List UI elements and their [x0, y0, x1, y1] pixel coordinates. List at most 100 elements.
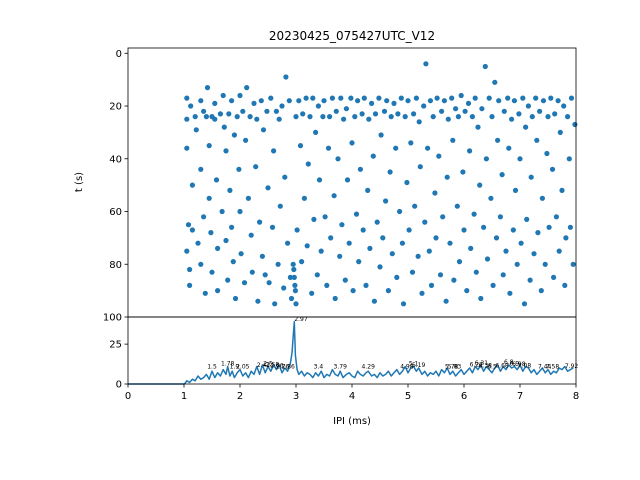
raster-point: [203, 114, 209, 120]
histogram-series-line: [128, 321, 574, 385]
peak-label: 1.9: [230, 364, 240, 371]
raster-point: [254, 116, 260, 122]
raster-point: [309, 290, 315, 296]
raster-point: [565, 114, 571, 120]
raster-point: [187, 282, 193, 288]
raster-point: [350, 288, 356, 294]
raster-point: [503, 248, 509, 254]
raster-point: [367, 245, 373, 251]
raster-point: [443, 298, 449, 304]
raster-point: [377, 264, 383, 270]
raster-point: [353, 211, 360, 217]
raster-point: [490, 282, 496, 288]
histogram-x-tick-label: 3: [293, 391, 299, 402]
raster-point: [320, 114, 326, 120]
raster-point: [335, 156, 341, 162]
raster-point: [453, 106, 459, 112]
raster-point: [496, 98, 502, 104]
raster-point: [518, 240, 524, 246]
raster-point: [296, 98, 302, 104]
raster-point: [389, 251, 395, 257]
raster-point: [423, 61, 429, 67]
raster-point: [509, 116, 515, 122]
raster-point: [473, 269, 479, 275]
raster-point: [304, 243, 310, 249]
raster-point: [567, 224, 574, 230]
raster-point: [397, 208, 403, 215]
peak-label: 1.5: [207, 364, 217, 371]
raster-point: [383, 198, 389, 204]
raster-point: [417, 164, 423, 170]
peak-label: 5.19: [412, 362, 426, 369]
raster-point: [436, 153, 442, 159]
raster-point: [328, 235, 334, 241]
raster-point: [514, 261, 520, 267]
raster-point: [215, 245, 221, 251]
raster-point: [236, 166, 242, 172]
raster-point: [388, 114, 394, 120]
raster-point: [507, 290, 513, 296]
raster-point: [361, 95, 367, 101]
raster-point: [202, 290, 208, 296]
raster-point: [535, 230, 541, 236]
raster-point: [552, 111, 558, 117]
raster-point: [327, 114, 333, 120]
raster-point: [291, 266, 297, 273]
raster-point: [489, 114, 495, 120]
raster-point: [378, 132, 384, 138]
raster-point: [301, 195, 307, 201]
raster-point: [223, 148, 229, 154]
raster-point: [341, 116, 347, 122]
raster-point: [198, 261, 204, 267]
peak-label: 6.22: [470, 362, 484, 369]
raster-point: [402, 114, 408, 120]
raster-point: [411, 111, 417, 117]
raster-point: [488, 195, 494, 201]
raster-point: [325, 145, 332, 151]
peak-label: 3.4: [314, 364, 324, 371]
raster-point: [454, 203, 460, 209]
raster-point: [282, 174, 288, 180]
raster-point: [281, 285, 287, 291]
raster-point: [322, 214, 328, 220]
raster-point: [212, 116, 218, 122]
raster-point: [231, 132, 237, 138]
raster-point: [458, 92, 464, 99]
raster-point: [185, 222, 192, 228]
raster-point: [293, 114, 299, 120]
raster-point: [275, 261, 281, 267]
raster-point: [524, 216, 530, 222]
raster-point: [307, 114, 313, 120]
peak-label: 1.78: [221, 360, 235, 367]
histogram-x-tick-label: 4: [349, 391, 355, 402]
raster-point: [512, 187, 519, 193]
raster-frame: [127, 47, 577, 318]
peak-label: 6.98: [512, 361, 526, 368]
raster-point: [557, 129, 563, 135]
raster-point: [292, 288, 298, 294]
raster-point: [290, 261, 296, 267]
raster-point: [555, 98, 561, 104]
raster-point: [497, 214, 503, 220]
raster-point: [516, 111, 522, 117]
raster-point: [538, 288, 544, 294]
raster-point: [406, 227, 412, 233]
raster-point: [234, 114, 240, 120]
raster-point: [479, 106, 485, 112]
peak-label: 2.76: [276, 364, 290, 371]
raster-point: [570, 261, 576, 267]
chart-title: 20230425_075427UTC_V12: [269, 29, 435, 43]
peak-label: 5.1: [409, 360, 419, 367]
raster-point: [450, 137, 456, 143]
raster-point: [413, 95, 419, 101]
raster-point: [456, 259, 463, 265]
raster-point: [465, 100, 472, 106]
raster-point: [434, 95, 440, 101]
raster-point: [506, 145, 512, 151]
raster-point: [253, 164, 259, 170]
raster-point: [539, 195, 546, 201]
raster-point: [517, 156, 523, 162]
raster-point: [568, 95, 575, 101]
raster-point: [398, 95, 404, 101]
peak-label: 7.92: [565, 363, 579, 370]
